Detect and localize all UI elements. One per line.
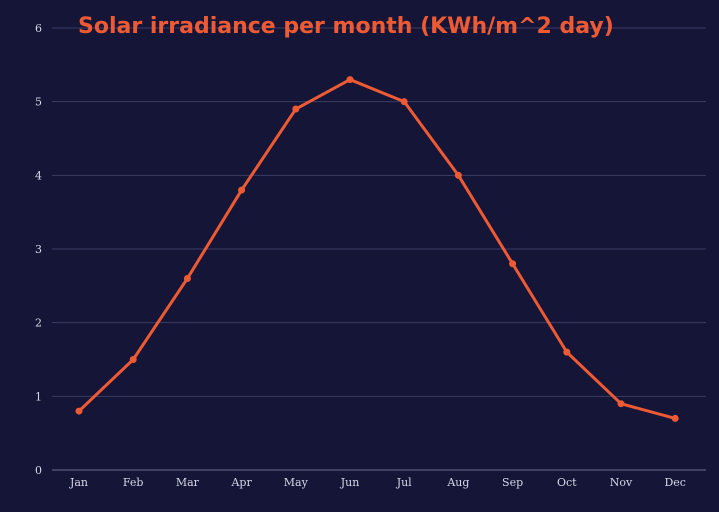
y-axis-ticks: 0 1 2 3 4 5 6 — [35, 22, 42, 477]
data-point-jun — [346, 76, 354, 84]
y-tick-label: 4 — [35, 169, 42, 182]
x-tick-label: Feb — [123, 476, 144, 489]
x-tick-label: Nov — [610, 476, 633, 489]
x-tick-label: Jun — [340, 476, 360, 489]
x-tick-label: Oct — [557, 476, 577, 489]
x-tick-label: May — [284, 476, 309, 489]
y-tick-label: 3 — [35, 243, 42, 256]
data-point-apr — [238, 186, 246, 194]
series-layer — [75, 76, 679, 422]
y-tick-label: 1 — [35, 390, 42, 403]
x-tick-label: Mar — [176, 476, 200, 489]
x-tick-label: Jan — [69, 476, 88, 489]
data-point-feb — [129, 356, 137, 363]
data-point-mar — [183, 274, 191, 282]
data-point-aug — [454, 171, 462, 179]
gridlines — [52, 27, 706, 397]
y-tick-label: 6 — [35, 22, 42, 35]
x-tick-label: Sep — [502, 476, 523, 489]
x-tick-label: Apr — [230, 476, 252, 489]
x-tick-label: Jul — [396, 476, 412, 489]
data-point-may — [292, 105, 300, 113]
data-point-sep — [509, 260, 517, 268]
data-point-jul — [400, 98, 408, 106]
y-tick-label: 2 — [35, 317, 42, 330]
y-tick-label: 5 — [35, 96, 42, 109]
series-line — [77, 78, 677, 420]
x-tick-label: Dec — [664, 476, 686, 489]
x-tick-label: Aug — [446, 476, 469, 489]
chart-title: Solar irradiance per month (KWh/m^2 day) — [78, 14, 614, 39]
y-tick-label: 0 — [35, 464, 42, 477]
x-axis-ticks: Jan Feb Mar Apr May Jun Jul Aug Sep Oct Nov Dec — [69, 476, 686, 489]
data-point-dec — [671, 414, 679, 422]
data-point-oct — [563, 348, 571, 356]
data-point-jan — [75, 407, 83, 415]
data-point-nov — [617, 400, 625, 408]
